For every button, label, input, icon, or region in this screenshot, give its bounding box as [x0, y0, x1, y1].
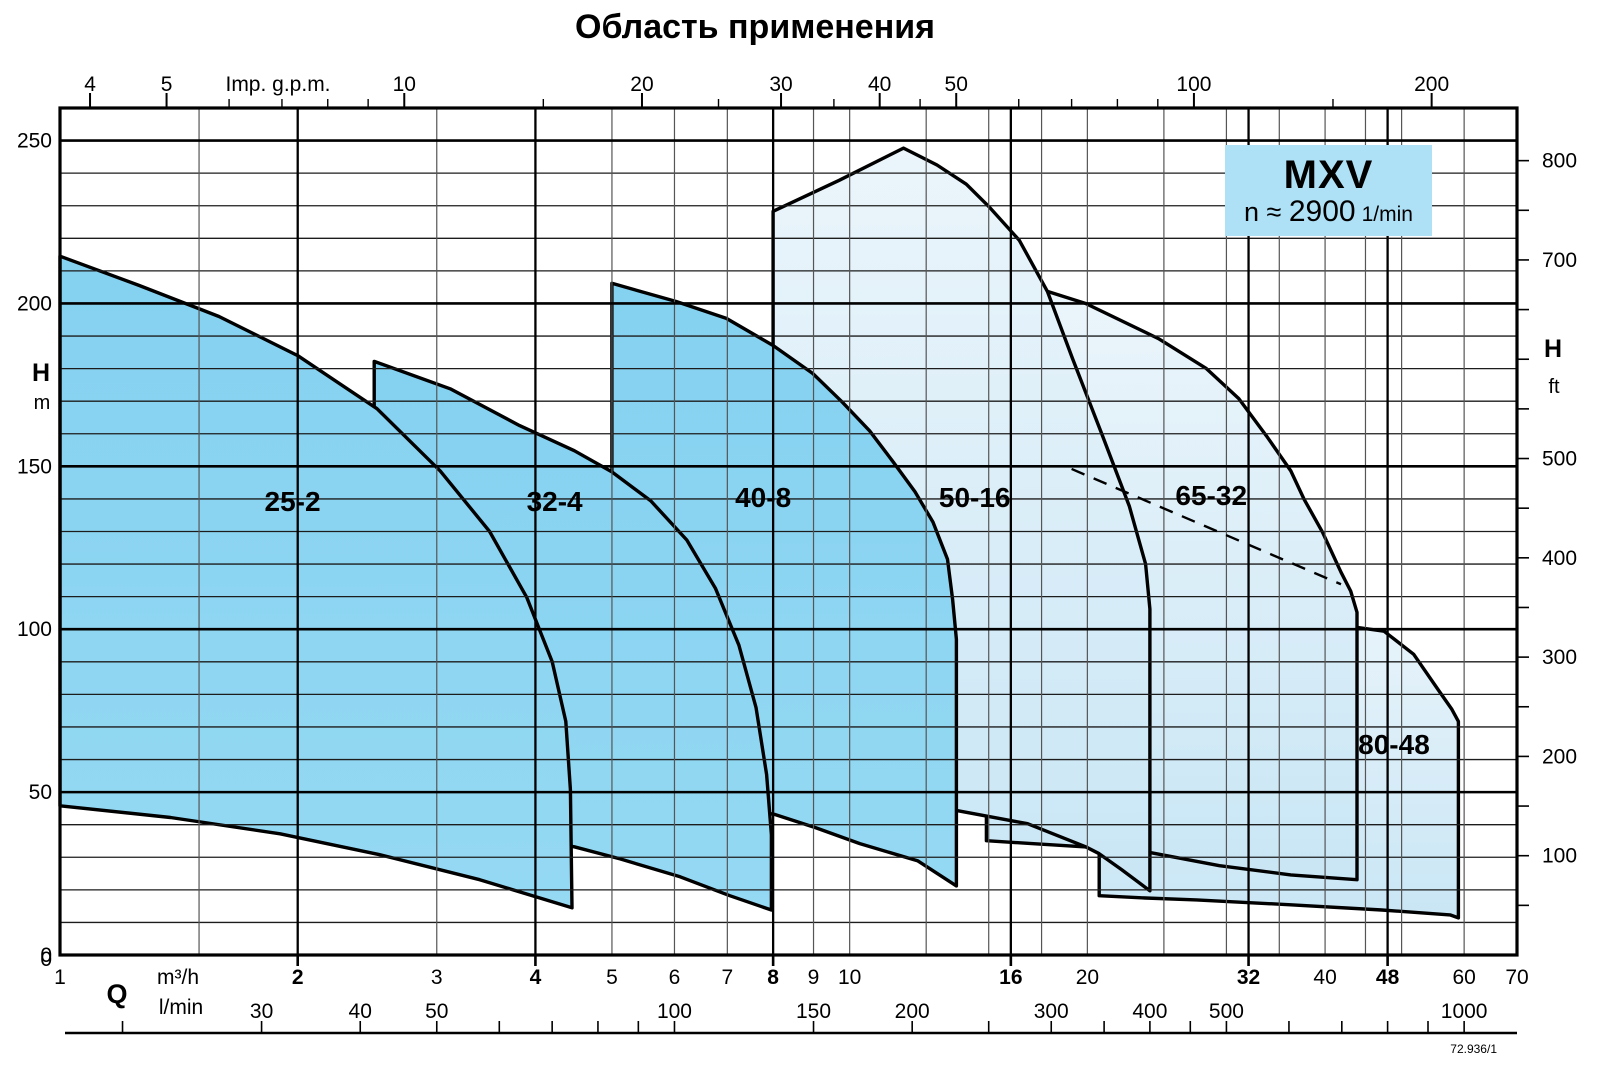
svg-text:H: H [32, 359, 50, 387]
legend-box: MXV n ≈ 2900 1/min [1225, 145, 1432, 236]
region-labels: 25-2 32-4 40-8 50-16 65-32 80-48 [265, 480, 1430, 760]
page-title: Область применения [574, 8, 936, 46]
svg-text:3: 3 [431, 966, 443, 989]
svg-text:m: m [34, 392, 51, 414]
svg-text:Imp. g.p.m.: Imp. g.p.m. [225, 73, 330, 96]
svg-text:8: 8 [767, 966, 779, 989]
svg-text:4: 4 [530, 966, 542, 989]
region-label-50-16: 50-16 [939, 482, 1011, 513]
svg-text:40: 40 [349, 1000, 372, 1023]
svg-text:100: 100 [1542, 845, 1577, 868]
axis-bottom-lmin: 30 40 50 100 150 200 300 400 500 1000 l/min [65, 996, 1517, 1035]
svg-text:32: 32 [1237, 966, 1260, 989]
svg-text:48: 48 [1376, 966, 1400, 989]
svg-text:70: 70 [1505, 966, 1528, 989]
svg-text:300: 300 [1542, 646, 1577, 669]
plot-border [58, 106, 1519, 957]
svg-text:1000: 1000 [1441, 1000, 1488, 1023]
svg-text:250: 250 [17, 130, 52, 153]
svg-text:200: 200 [1414, 73, 1449, 96]
svg-text:50: 50 [425, 1000, 448, 1023]
region-label-80-48: 80-48 [1358, 729, 1430, 760]
dashed-boundary-line [1071, 467, 1342, 586]
svg-text:400: 400 [1132, 1000, 1167, 1023]
axis-bottom-m3h: 1 2 3 4 5 6 7 8 9 10 16 20 32 40 48 60 70 0 Qm³/h [40, 948, 1528, 1009]
svg-text:H: H [1544, 335, 1562, 363]
region-label-40-8: 40-8 [735, 482, 791, 513]
svg-text:50: 50 [29, 781, 52, 804]
svg-text:2: 2 [292, 966, 304, 989]
svg-text:100: 100 [657, 1000, 692, 1023]
legend-speed: n ≈ 2900 1/min [1244, 194, 1413, 228]
legend-speed-value: 2900 [1288, 194, 1356, 228]
svg-text:m³/h: m³/h [157, 966, 199, 989]
svg-text:40: 40 [868, 73, 891, 96]
svg-text:1: 1 [54, 966, 66, 989]
svg-text:50: 50 [945, 73, 968, 96]
drawing-number: 72.936/1 [1450, 1042, 1497, 1056]
axis-top-gpm: 4 5 10 20 30 40 50 100 200 Imp. g.p.m. [84, 73, 1449, 107]
svg-text:0: 0 [40, 948, 52, 971]
svg-text:100: 100 [1176, 73, 1211, 96]
svg-text:700: 700 [1542, 249, 1577, 272]
svg-text:500: 500 [1209, 1000, 1244, 1023]
svg-text:9: 9 [808, 966, 820, 989]
svg-text:150: 150 [17, 455, 52, 478]
svg-text:300: 300 [1034, 1000, 1069, 1023]
svg-text:60: 60 [1452, 966, 1475, 989]
svg-text:Q: Q [106, 979, 127, 1009]
svg-text:500: 500 [1542, 448, 1577, 471]
svg-text:10: 10 [393, 73, 416, 96]
axis-left-h-m: 0 50 100 150 200 250 Hm [17, 130, 52, 967]
region-label-32-4: 32-4 [527, 486, 583, 517]
svg-text:ft: ft [1548, 376, 1560, 398]
axis-right-h-ft: 100 200 300 400 500 700 800 Hft [1517, 150, 1577, 907]
svg-text:20: 20 [1076, 966, 1099, 989]
svg-text:16: 16 [999, 966, 1022, 989]
svg-text:20: 20 [630, 73, 653, 96]
grid-layer [60, 108, 1517, 955]
svg-text:40: 40 [1313, 966, 1336, 989]
svg-text:200: 200 [895, 1000, 930, 1023]
svg-text:5: 5 [161, 73, 173, 96]
legend-model: MXV [1283, 152, 1374, 197]
svg-text:30: 30 [769, 73, 792, 96]
svg-text:0: 0 [40, 944, 52, 967]
svg-text:4: 4 [84, 73, 96, 96]
legend-speed-prefix: n ≈ [1244, 196, 1289, 227]
svg-text:5: 5 [606, 966, 618, 989]
svg-text:7: 7 [721, 966, 733, 989]
svg-text:200: 200 [17, 292, 52, 315]
svg-text:800: 800 [1542, 150, 1577, 173]
region-25-2 [58, 254, 574, 910]
legend-speed-unit: 1/min [1361, 202, 1413, 226]
svg-text:10: 10 [838, 966, 861, 989]
svg-text:100: 100 [17, 618, 52, 641]
svg-text:30: 30 [250, 1000, 273, 1023]
svg-text:200: 200 [1542, 745, 1577, 768]
svg-text:l/min: l/min [159, 996, 203, 1019]
svg-text:150: 150 [796, 1000, 831, 1023]
svg-text:6: 6 [669, 966, 681, 989]
region-label-65-32: 65-32 [1175, 480, 1247, 511]
svg-text:400: 400 [1542, 547, 1577, 570]
region-label-25-2: 25-2 [265, 486, 321, 517]
